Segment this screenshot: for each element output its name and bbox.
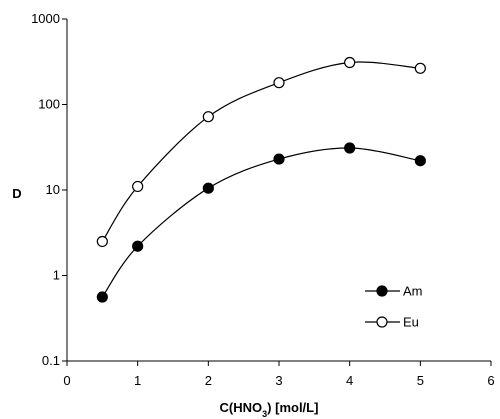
data-point-eu [414,62,426,74]
axes [66,19,491,362]
curves [101,61,421,298]
x-axis-title-main: C(HNO [220,400,263,415]
data-point-am [132,240,144,252]
x-tick-label: 4 [346,373,353,388]
data-point-eu [202,111,214,123]
legend-label-eu: Eu [403,315,419,330]
data-point-am [414,155,426,167]
y-tick-label: 1000 [31,11,60,26]
x-axis-title: C(HNO3) [mol/L] [220,400,319,419]
y-ticks: 0.1 1 10 100 1000 [31,11,67,368]
data-point-am [344,142,356,154]
legend-label-am: Am [403,284,423,299]
y-tick-label: 100 [38,97,60,112]
markers [96,56,426,303]
data-point-am [96,291,108,303]
x-tick-label: 3 [275,373,282,388]
data-point-eu [273,77,285,89]
legend: Am Eu [365,284,423,330]
data-point-eu [344,56,356,69]
data-point-am [273,153,285,165]
y-tick-label: 1 [53,268,60,283]
y-tick-label: 10 [46,182,60,197]
x-tick-label: 2 [205,373,212,388]
data-point-eu [96,235,108,248]
x-ticks: 0 1 2 3 4 5 6 [63,361,495,388]
x-tick-label: 0 [63,373,70,388]
legend-marker-am [376,285,388,297]
x-axis-title-tail: ) [mol/L] [267,400,318,415]
y-tick-label: 0.1 [42,353,60,368]
x-tick-label: 6 [487,373,494,388]
y-axis-title: D [12,186,21,201]
x-tick-label: 1 [134,373,141,388]
x-axis-title-sub: 3 [262,409,267,419]
data-point-am [202,182,214,194]
data-point-eu [132,180,144,193]
series-line-eu [101,61,421,242]
x-tick-label: 5 [417,373,424,388]
legend-marker-eu [376,316,388,328]
series-line-am [101,147,421,298]
